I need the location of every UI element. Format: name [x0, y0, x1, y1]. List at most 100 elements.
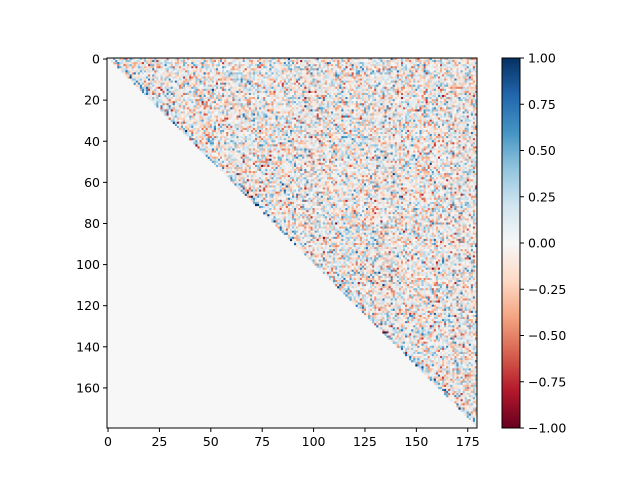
heatmap-cell: [359, 70, 363, 73]
heatmap-cell: [312, 105, 315, 108]
heatmap-cell: [304, 105, 307, 108]
heatmap-cell: [267, 58, 270, 61]
heatmap-cell: [199, 86, 202, 89]
heatmap-cell: [322, 74, 326, 77]
heatmap-cell: [378, 97, 381, 100]
heatmap-cell: [351, 117, 354, 120]
heatmap-cell: [359, 111, 363, 114]
heatmap-cell: [296, 90, 299, 94]
heatmap-cell: [236, 58, 239, 61]
heatmap-cell: [442, 111, 445, 114]
heatmap-cell: [458, 72, 461, 75]
heatmap-cell: [144, 70, 147, 73]
heatmap-cell: [396, 103, 400, 106]
heatmap-cell: [431, 86, 434, 89]
heatmap-cell: [166, 66, 169, 69]
heatmap-cell: [271, 117, 274, 120]
heatmap-cell: [294, 58, 297, 61]
heatmap-cell: [292, 78, 295, 81]
heatmap-cell: [283, 97, 286, 100]
heatmap-cell: [353, 58, 356, 61]
heatmap-cell: [250, 60, 254, 63]
heatmap-cell: [195, 105, 198, 108]
heatmap-cell: [374, 78, 377, 81]
heatmap-cell: [220, 95, 223, 98]
heatmap-cell: [242, 84, 245, 87]
heatmap-cell: [454, 117, 457, 120]
heatmap-cell: [152, 68, 155, 71]
heatmap-cell: [156, 105, 159, 108]
heatmap-cell: [135, 60, 138, 63]
heatmap-cell: [470, 70, 474, 73]
heatmap-cell: [460, 109, 463, 112]
heatmap-cell: [316, 64, 319, 67]
heatmap-cell: [281, 58, 284, 61]
heatmap-cell: [275, 115, 278, 118]
heatmap-cell: [464, 105, 467, 108]
heatmap-cell: [275, 82, 278, 85]
heatmap-cell: [322, 90, 326, 94]
heatmap-cell: [335, 60, 338, 63]
heatmap-cell: [228, 62, 231, 65]
heatmap-cell: [448, 76, 451, 79]
heatmap-cell: [462, 80, 465, 83]
heatmap-cell: [310, 60, 313, 63]
heatmap-cell: [158, 90, 161, 94]
heatmap-cell: [380, 66, 383, 69]
heatmap-cell: [419, 58, 422, 61]
heatmap-cell: [390, 109, 393, 112]
heatmap-cell: [285, 74, 289, 77]
heatmap-cell: [261, 92, 264, 96]
heatmap-cell: [429, 97, 432, 100]
heatmap-cell: [283, 68, 286, 71]
heatmap-cell: [226, 111, 229, 114]
heatmap-cell: [242, 97, 245, 100]
heatmap-cell: [427, 84, 430, 87]
heatmap-cell: [433, 101, 437, 104]
heatmap-cell: [442, 78, 445, 81]
heatmap-cell: [448, 99, 451, 102]
heatmap-cell: [366, 84, 369, 87]
heatmap-cell: [300, 105, 303, 108]
heatmap-cell: [470, 113, 474, 116]
heatmap-cell: [386, 107, 389, 110]
heatmap-cell: [135, 58, 138, 61]
heatmap-cell: [411, 82, 414, 85]
heatmap-cell: [281, 103, 284, 106]
heatmap-cell: [252, 90, 256, 94]
heatmap-cell: [390, 74, 393, 77]
heatmap-cell: [372, 107, 375, 110]
heatmap-cell: [209, 109, 212, 112]
heatmap-cell: [446, 60, 449, 63]
heatmap-cell: [324, 84, 328, 87]
heatmap-cell: [271, 74, 274, 77]
heatmap-cell: [446, 64, 449, 67]
heatmap-cell: [384, 76, 387, 79]
heatmap-cell: [215, 99, 219, 102]
heatmap-cell: [331, 62, 334, 65]
heatmap-cell: [312, 82, 315, 85]
heatmap-cell: [302, 115, 305, 118]
heatmap-cell: [292, 95, 295, 98]
heatmap-cell: [222, 117, 225, 120]
heatmap-cell: [366, 115, 369, 118]
heatmap-cell: [292, 64, 295, 67]
heatmap-cell: [405, 101, 408, 104]
heatmap-cell: [353, 103, 356, 106]
heatmap-cell: [431, 105, 434, 108]
heatmap-cell: [442, 74, 445, 77]
heatmap-cell: [300, 103, 303, 106]
heatmap-cell: [207, 117, 210, 120]
heatmap-cell: [324, 95, 328, 98]
heatmap-cell: [409, 70, 412, 73]
heatmap-cell: [226, 68, 229, 71]
heatmap-cell: [396, 92, 400, 96]
heatmap-cell: [440, 58, 443, 61]
heatmap-cell: [442, 86, 445, 89]
heatmap-cell: [320, 86, 323, 89]
heatmap-cell: [228, 64, 231, 67]
heatmap-cell: [209, 82, 212, 85]
heatmap-cell: [378, 82, 381, 85]
heatmap-cell: [452, 117, 455, 120]
heatmap-cell: [275, 97, 278, 100]
